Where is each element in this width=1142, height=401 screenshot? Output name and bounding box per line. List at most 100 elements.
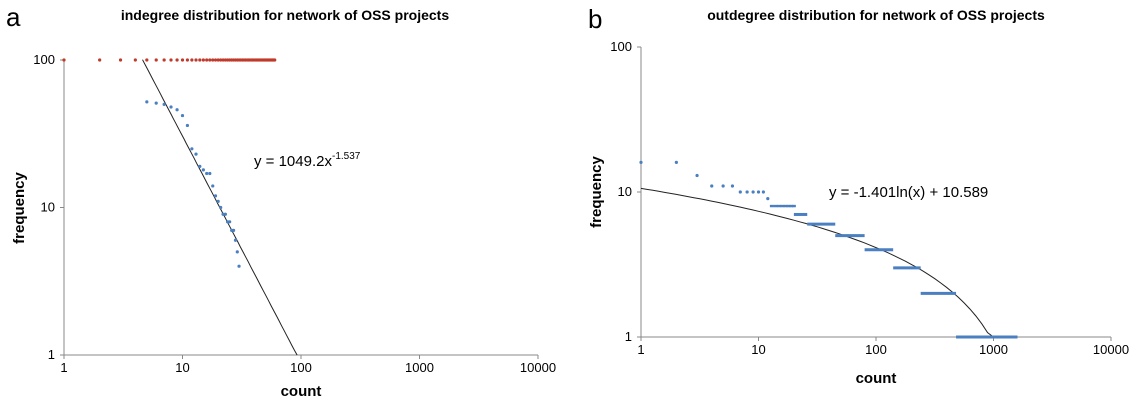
y-tick-label: 10 [618,184,632,199]
data-point [162,102,166,107]
data-point [219,58,223,62]
panel-a: a indegree distribution for network of O… [6,2,556,400]
data-point [190,58,194,62]
x-tick-label: 10 [175,360,189,375]
x-tick-label: 10000 [1093,342,1129,357]
data-point [211,184,215,188]
data-point [213,194,218,198]
trendline [640,187,994,338]
data-point [175,108,179,112]
data-point [777,204,782,208]
data-point [780,204,785,208]
panel-a-equation-exponent: -1.537 [332,151,361,162]
data-point [211,58,215,62]
data-point [213,58,218,62]
data-point [208,58,212,62]
data-point [639,160,643,165]
x-tick-label: 1000 [405,360,434,375]
panel-b-letter: b [588,4,602,34]
data-point [233,238,238,242]
y-tick-label: 1 [625,329,632,344]
data-point [194,58,198,62]
data-point [223,58,227,62]
data-point [194,152,198,156]
data-point [766,197,770,201]
data-point [185,58,190,62]
data-point [198,58,202,62]
data-point [180,113,185,118]
panel-b-axes: 1 10 100 1000 10000 1 10 100 [610,39,1129,357]
panel-b-title: outdegree distribution for network of OS… [707,7,1045,23]
data-point [175,58,179,62]
data-point [738,190,742,194]
data-point [745,190,749,194]
data-point [751,190,755,194]
data-point [235,250,239,254]
data-point [180,58,185,62]
panel-a-equation-base: y = 1049.2x [254,153,332,170]
x-tick-label: 100 [865,342,887,357]
data-point [221,58,225,62]
data-point [789,204,794,208]
data-point [185,123,190,128]
panel-a-ylabel: frequency [11,172,28,244]
data-point [730,184,735,188]
data-point [221,212,225,216]
data-point [232,228,236,232]
panel-a-equation: y = 1049.2x-1.537 [254,151,361,170]
y-tick-label: 100 [610,39,632,54]
panel-b: b outdegree distribution for network of … [588,4,1129,387]
data-point [219,205,223,210]
data-point [145,58,149,62]
panel-b-marks [639,160,1018,339]
data-point [169,105,173,109]
data-point [98,58,102,62]
data-point [756,190,761,194]
panel-a-xlabel: count [281,383,322,400]
data-point [62,58,66,62]
data-point [198,164,202,168]
data-point [228,220,232,224]
data-point [773,204,778,208]
data-point [205,58,209,62]
x-tick-label: 1 [637,342,644,357]
data-point [201,168,205,172]
data-point [208,171,212,176]
data-point [201,58,205,62]
data-point [216,199,220,203]
y-tick-label: 10 [41,200,55,215]
x-tick-label: 10000 [520,360,556,375]
data-point [786,204,791,208]
x-tick-label: 100 [290,360,312,375]
data-point [761,190,765,194]
x-tick-label: 1000 [979,342,1008,357]
data-point [154,58,158,62]
data-point [721,184,725,188]
x-tick-label: 10 [751,342,765,357]
data-point [145,100,149,104]
data-point [674,160,678,165]
data-point [237,264,241,268]
x-tick-label: 1 [60,360,67,375]
panel-a-title: indegree distribution for network of OSS… [121,7,449,23]
data-point [190,147,194,151]
panel-b-xlabel: count [856,370,897,387]
data-point [118,58,123,62]
data-point [783,204,788,208]
data-point [791,204,796,208]
data-point [154,101,158,105]
data-point [169,58,173,62]
data-point [133,58,137,62]
data-point [710,184,714,188]
data-point [205,171,209,176]
panel-a-marks [62,58,298,356]
data-point [216,58,220,62]
data-point [223,212,227,216]
y-tick-label: 1 [48,347,55,362]
y-tick-label: 100 [33,52,55,67]
data-point [695,173,699,178]
data-point [769,204,774,208]
data-point [162,58,166,62]
panel-b-equation: y = -1.401ln(x) + 10.589 [829,184,988,201]
